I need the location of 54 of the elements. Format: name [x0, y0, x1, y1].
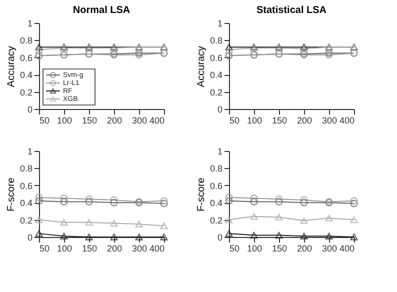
x-tick-label: 100 [56, 244, 72, 254]
x-tick-label: 400 [149, 116, 164, 126]
y-tick-label: 1 [27, 18, 32, 28]
y-tick-label: 0.8 [20, 36, 32, 46]
x-tick-label: 400 [149, 244, 164, 254]
y-tick-label: 0.8 [20, 164, 32, 174]
x-tick-label: 200 [296, 116, 312, 126]
y-tick-label: 0.6 [20, 52, 32, 63]
y-tick-label: 0.2 [20, 87, 32, 98]
x-tick-label: 50 [40, 116, 50, 126]
y-tick-label: 0.6 [20, 180, 32, 191]
y-tick-label: 0 [27, 104, 32, 114]
x-tick-label: 300 [132, 116, 148, 126]
x-tick-label: 100 [56, 116, 72, 126]
x-tick-label: 50 [230, 244, 240, 254]
y-axis-title: Accuracy [196, 46, 207, 88]
y-tick-label: 0.6 [210, 52, 222, 63]
y-tick-label: 1 [27, 146, 32, 156]
x-tick-label: 400 [339, 244, 354, 254]
y-tick-label: 1 [217, 18, 222, 28]
x-tick-label: 100 [246, 244, 262, 254]
y-tick-label: 0.2 [20, 215, 32, 226]
y-tick-label: 0 [27, 232, 32, 242]
y-axis-title: F-score [6, 177, 17, 212]
y-tick-label: 0.8 [210, 36, 222, 46]
x-tick-label: 50 [230, 116, 240, 126]
y-tick-label: 0.2 [210, 87, 222, 98]
x-tick-label: 200 [296, 244, 312, 254]
y-tick-label: 0 [217, 232, 222, 242]
x-tick-label: 200 [106, 116, 122, 126]
x-tick-label: 150 [82, 244, 98, 254]
x-tick-label: 300 [322, 116, 338, 126]
y-tick-label: 0.4 [20, 198, 32, 208]
y-tick-label: 1 [217, 146, 222, 156]
x-tick-label: 200 [106, 244, 122, 254]
chart-title: Statistical LSA [256, 5, 327, 16]
y-tick-label: 0.4 [210, 198, 222, 208]
y-tick-label: 0 [217, 104, 222, 114]
x-tick-label: 150 [272, 116, 288, 126]
x-tick-label: 300 [322, 244, 338, 254]
y-tick-label: 0.4 [210, 70, 222, 80]
y-tick-label: 0.8 [210, 164, 222, 174]
y-tick-label: 0.2 [210, 215, 222, 226]
x-tick-label: 150 [82, 116, 98, 126]
y-tick-label: 0.4 [20, 70, 32, 80]
x-tick-label: 300 [132, 244, 148, 254]
x-tick-label: 50 [40, 244, 50, 254]
x-tick-label: 100 [246, 116, 262, 126]
x-tick-label: 150 [272, 244, 288, 254]
y-tick-label: 0.6 [210, 180, 222, 191]
chart-title: Normal LSA [72, 5, 130, 16]
y-axis-title: F-score [196, 177, 207, 212]
x-tick-label: 400 [339, 116, 354, 126]
y-axis-title: Accuracy [6, 46, 17, 88]
